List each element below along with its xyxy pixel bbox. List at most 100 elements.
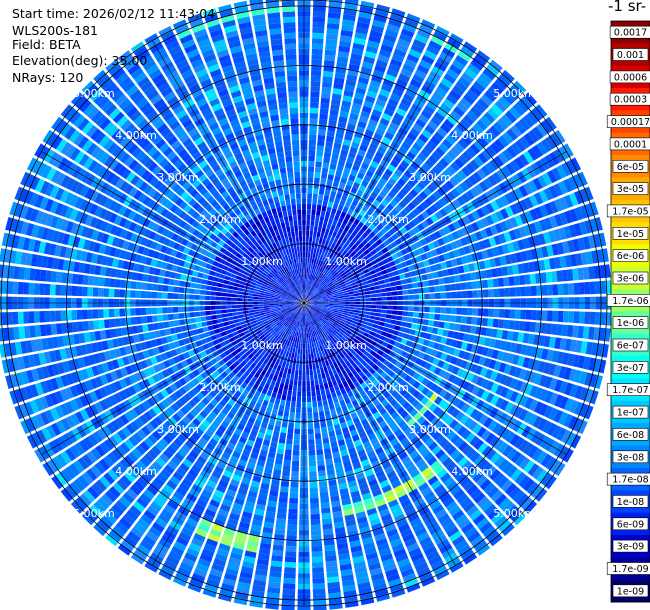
field-gate (64, 466, 76, 480)
field-gate (206, 479, 217, 489)
field-gate (285, 297, 291, 300)
field-gate (354, 566, 368, 574)
field-gate (201, 107, 212, 117)
field-gate (211, 33, 225, 43)
field-gate (286, 535, 297, 542)
field-gate (429, 500, 441, 511)
field-gate (175, 347, 183, 355)
field-gate (182, 416, 191, 425)
field-gate (236, 464, 246, 472)
field-gate (288, 310, 294, 315)
field-gate (152, 405, 162, 415)
field-gate (221, 363, 229, 371)
field-gate (271, 314, 278, 318)
field-gate (162, 187, 172, 197)
field-gate (326, 565, 338, 573)
field-gate (197, 523, 210, 533)
field-gate (182, 138, 193, 148)
field-gate (336, 434, 344, 441)
field-gate (313, 352, 317, 359)
field-gate (232, 502, 243, 511)
field-gate (59, 403, 70, 416)
field-gate (49, 310, 56, 322)
field-gate (294, 320, 298, 326)
field-gate (368, 512, 379, 521)
field-gate (120, 229, 128, 239)
field-gate (385, 314, 392, 319)
field-gate (273, 261, 278, 267)
field-gate (341, 316, 348, 321)
field-gate (231, 432, 240, 441)
field-gate (148, 231, 157, 240)
field-gate (268, 384, 275, 392)
field-gate (170, 155, 180, 165)
field-gate (368, 319, 375, 324)
field-gate (328, 592, 342, 599)
field-gate (118, 98, 131, 110)
field-gate (204, 508, 216, 518)
field-gate (269, 362, 275, 369)
field-gate (87, 287, 94, 297)
field-gate (232, 290, 238, 294)
field-gate (359, 454, 368, 462)
field-gate (325, 313, 331, 318)
field-gate (320, 389, 326, 396)
field-gate (65, 285, 72, 296)
field-gate (285, 351, 290, 357)
field-gate (430, 416, 440, 426)
field-gate (361, 418, 369, 427)
field-gate (283, 411, 290, 418)
field-gate (94, 401, 104, 414)
field-gate (287, 368, 292, 375)
field-gate (463, 553, 478, 565)
field-gate (446, 430, 457, 441)
field-gate (358, 316, 364, 321)
field-gate (472, 423, 483, 435)
field-gate (447, 364, 455, 373)
field-gate (156, 169, 166, 179)
field-gate (389, 583, 404, 593)
field-gate (345, 437, 353, 445)
field-gate (195, 68, 208, 78)
field-gate (404, 327, 411, 334)
field-gate (312, 588, 326, 595)
field-gate (259, 292, 265, 296)
field-gate (200, 218, 208, 226)
field-gate (62, 233, 71, 245)
field-gate (274, 327, 280, 333)
field-gate (451, 366, 460, 375)
field-gate (294, 331, 297, 337)
field-gate (149, 176, 159, 187)
field-gate (262, 399, 269, 407)
field-gate (294, 353, 298, 359)
field-gate (258, 252, 264, 258)
field-gate (278, 239, 284, 246)
field-gate (269, 202, 276, 210)
field-gate (217, 232, 225, 239)
field-gate (209, 253, 217, 260)
field-gate (167, 135, 178, 146)
field-gate (506, 448, 518, 461)
field-gate (308, 309, 312, 315)
field-gate (157, 314, 164, 322)
field-gate (286, 373, 291, 380)
field-gate (264, 293, 270, 297)
field-gate (278, 360, 284, 367)
field-gate (358, 414, 367, 422)
field-gate (539, 389, 549, 402)
field-gate (246, 265, 253, 271)
field-gate (75, 182, 85, 195)
field-gate (170, 403, 180, 412)
field-gate (209, 28, 223, 38)
field-gate (505, 389, 514, 400)
field-gate (304, 332, 307, 338)
field-gate (187, 13, 202, 24)
field-gate (250, 317, 256, 322)
field-gate (436, 409, 446, 419)
field-gate (131, 272, 138, 281)
field-gate (322, 377, 328, 384)
field-gate (79, 199, 89, 211)
field-gate (215, 291, 222, 297)
field-gate (264, 307, 270, 311)
